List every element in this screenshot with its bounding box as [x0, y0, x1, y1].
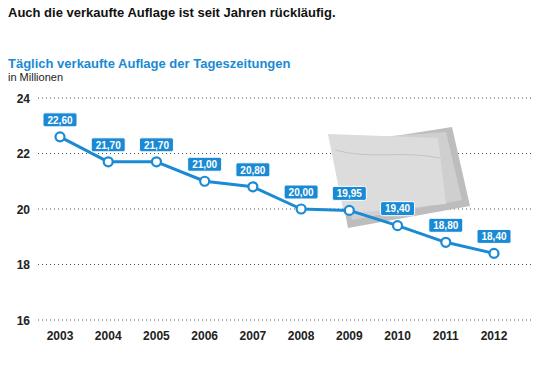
chart-title: Täglich verkaufte Auflage der Tageszeitu… — [8, 56, 291, 71]
point — [490, 249, 499, 258]
data-label-box — [91, 138, 125, 152]
point — [200, 177, 209, 186]
grid-line — [38, 98, 532, 99]
point — [441, 238, 450, 247]
data-label-box — [332, 186, 366, 200]
marks — [56, 132, 499, 258]
data-label-box — [477, 229, 511, 243]
grid-line — [38, 320, 532, 321]
data-label-box — [429, 218, 463, 232]
newspaper-illustration — [328, 127, 470, 228]
data-label-box — [43, 113, 77, 127]
data-label-box — [381, 202, 415, 216]
chart-subtitle: in Millionen — [8, 71, 63, 83]
data-labels: 22,60 21,70 21,70 21,00 20,80 20,00 19,95 19,40… — [43, 113, 511, 244]
data-label: 21,70 — [144, 140, 169, 151]
grid-line — [38, 209, 532, 210]
data-label: 20,00 — [289, 187, 314, 198]
data-label: 22,60 — [47, 115, 72, 126]
grid — [38, 98, 532, 320]
y-tick-label: 24 — [17, 92, 31, 106]
data-label-box — [284, 185, 318, 199]
data-label: 21,70 — [96, 140, 121, 151]
line — [60, 137, 494, 254]
chart-root: Auch die verkaufte Auflage ist seit Jahr… — [0, 0, 547, 370]
x-tick-label: 2011 — [433, 329, 459, 343]
x-tick-label: 2008 — [288, 329, 315, 343]
data-label-box — [139, 138, 173, 152]
data-label: 20,80 — [240, 165, 265, 176]
y-tick-label: 22 — [17, 147, 31, 161]
data-label: 19,95 — [337, 188, 362, 199]
x-tick-label: 2012 — [481, 329, 508, 343]
data-label: 19,40 — [385, 203, 410, 214]
data-label-box — [188, 157, 222, 171]
data-label: 21,00 — [192, 159, 217, 170]
x-tick-label: 2005 — [143, 329, 170, 343]
x-tick-label: 2007 — [240, 329, 267, 343]
point — [56, 132, 65, 141]
point — [248, 182, 257, 191]
point — [104, 157, 113, 166]
x-tick-label: 2010 — [384, 329, 411, 343]
data-label: 18,80 — [433, 220, 458, 231]
y-tick-label: 20 — [17, 203, 31, 217]
data-label-box — [236, 163, 270, 177]
y-tick-label: 18 — [17, 258, 31, 272]
x-tick-label: 2009 — [336, 329, 363, 343]
y-tick-label: 16 — [17, 314, 31, 328]
x-tick-label: 2003 — [47, 329, 74, 343]
paper-fold — [335, 150, 440, 158]
point — [152, 157, 161, 166]
point — [297, 205, 306, 214]
headline: Auch die verkaufte Auflage ist seit Jahr… — [8, 5, 336, 20]
x-tick-label: 2004 — [95, 329, 122, 343]
data-label: 18,40 — [481, 231, 506, 242]
point — [345, 206, 354, 215]
grid-line — [38, 264, 532, 265]
point — [393, 221, 402, 230]
x-tick-label: 2006 — [191, 329, 218, 343]
